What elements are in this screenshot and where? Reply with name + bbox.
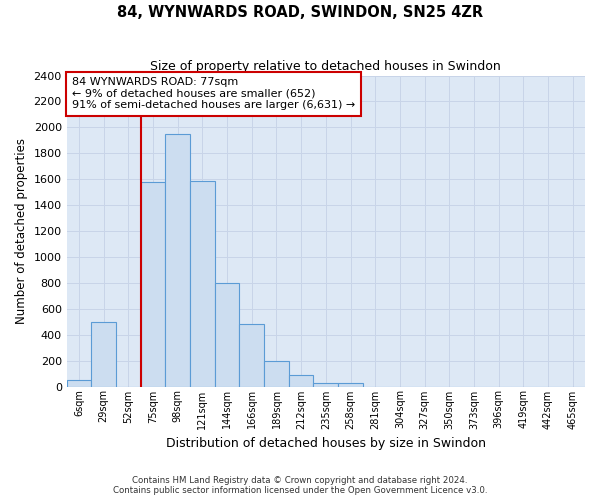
Bar bbox=[264, 361, 289, 386]
Bar bbox=[338, 384, 363, 386]
Bar bbox=[289, 375, 313, 386]
Title: Size of property relative to detached houses in Swindon: Size of property relative to detached ho… bbox=[151, 60, 501, 73]
Bar bbox=[190, 180, 215, 386]
Bar bbox=[215, 283, 239, 387]
Bar bbox=[67, 380, 91, 386]
Text: Contains HM Land Registry data © Crown copyright and database right 2024.
Contai: Contains HM Land Registry data © Crown c… bbox=[113, 476, 487, 495]
Bar bbox=[91, 322, 116, 386]
X-axis label: Distribution of detached houses by size in Swindon: Distribution of detached houses by size … bbox=[166, 437, 486, 450]
Bar bbox=[141, 182, 166, 386]
Bar bbox=[166, 134, 190, 386]
Text: 84, WYNWARDS ROAD, SWINDON, SN25 4ZR: 84, WYNWARDS ROAD, SWINDON, SN25 4ZR bbox=[117, 5, 483, 20]
Text: 84 WYNWARDS ROAD: 77sqm
← 9% of detached houses are smaller (652)
91% of semi-de: 84 WYNWARDS ROAD: 77sqm ← 9% of detached… bbox=[72, 77, 355, 110]
Bar bbox=[239, 324, 264, 386]
Y-axis label: Number of detached properties: Number of detached properties bbox=[15, 138, 28, 324]
Bar bbox=[313, 382, 338, 386]
